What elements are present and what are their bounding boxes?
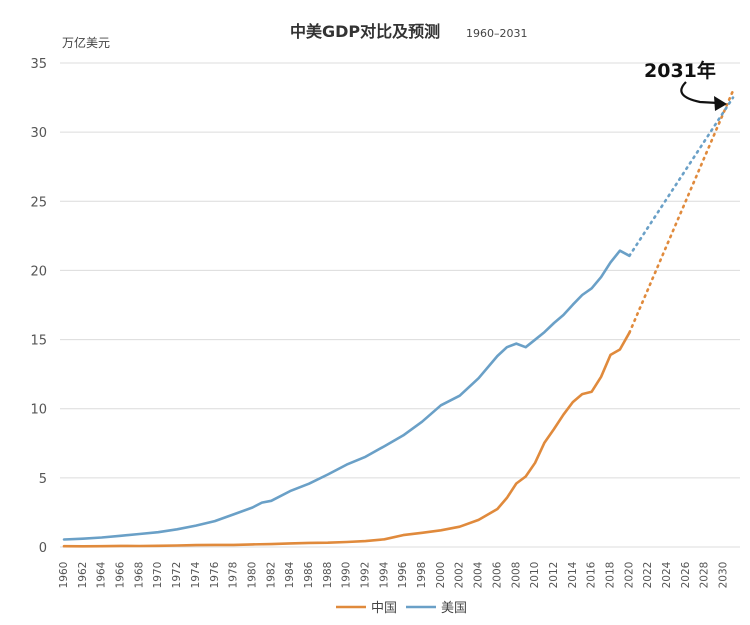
x-tick-label: 1964 (96, 561, 108, 588)
x-tick-label: 1966 (115, 561, 127, 588)
x-tick-label: 2006 (491, 561, 503, 588)
annotation-arrow-shaft (680, 81, 719, 105)
x-tick-label: 2008 (510, 562, 522, 589)
legend: 中国 美国 (336, 601, 467, 616)
axis-layer: 0 5 10 15 20 25 30 35 1960 1962 1964 1966 1968 1970 19… (30, 57, 729, 588)
x-tick-label: 1996 (397, 561, 409, 588)
legend-label-china: 中国 (371, 601, 397, 616)
y-tick-label: 5 (39, 472, 47, 487)
x-tick-label: 2022 (642, 562, 654, 589)
x-tick-label: 1962 (77, 562, 89, 589)
y-axis-unit-label: 万亿美元 (62, 35, 110, 50)
x-tick-label: 1980 (246, 562, 258, 589)
legend-label-usa: 美国 (441, 601, 467, 616)
legend-item-usa[interactable]: 美国 (406, 601, 467, 616)
x-tick-label: 1972 (171, 562, 183, 589)
x-tick-label: 1970 (152, 562, 164, 589)
x-tick-label: 2012 (548, 562, 560, 589)
x-tick-label: 1992 (360, 562, 372, 589)
series-layer (62, 89, 735, 548)
x-tick-label: 2028 (699, 562, 711, 589)
annotation-text: 2031年 (644, 59, 716, 82)
projection-line-china (628, 89, 735, 334)
x-tick-label: 1986 (303, 561, 315, 588)
x-tick-label: 1974 (190, 561, 202, 588)
x-tick-label: 1976 (209, 561, 221, 588)
y-tick-label: 10 (30, 403, 47, 418)
x-tick-label: 1994 (378, 561, 390, 588)
y-tick-label: 30 (30, 126, 47, 141)
annotation-2031: 2031年 (644, 59, 727, 111)
chart-subtitle: 1960–2031 (466, 27, 528, 40)
x-tick-label: 2020 (623, 562, 635, 589)
chart-title: 中美GDP对比及预测 (290, 22, 440, 41)
projection-line-usa (628, 96, 735, 258)
y-tick-label: 20 (30, 264, 47, 279)
x-tick-label: 1990 (341, 562, 353, 589)
y-tick-label: 0 (39, 541, 47, 556)
x-tick-label: 2002 (454, 562, 466, 589)
grid-layer (60, 62, 740, 548)
x-tick-label: 2004 (473, 561, 485, 588)
x-tick-label: 1988 (322, 562, 334, 589)
x-tick-label: 2018 (605, 562, 617, 589)
series-line-china[interactable] (62, 331, 631, 548)
x-tick-label: 2024 (661, 561, 673, 588)
x-tick-label: 2026 (680, 561, 692, 588)
x-tick-label: 1984 (284, 561, 296, 588)
x-tick-label: 2000 (435, 562, 447, 589)
x-tick-label: 2016 (586, 561, 598, 588)
x-tick-label: 2010 (529, 562, 541, 589)
x-tick-label: 1960 (58, 562, 70, 589)
annotation-arrow-head (714, 96, 727, 111)
y-tick-label: 15 (30, 334, 47, 349)
x-tick-label: 2030 (718, 562, 730, 589)
x-tick-label: 1982 (265, 562, 277, 589)
x-tick-label: 1978 (228, 562, 240, 589)
legend-item-china[interactable]: 中国 (336, 601, 397, 616)
x-tick-label: 1968 (133, 562, 145, 589)
y-tick-label: 25 (30, 195, 47, 210)
x-tick-label: 1998 (416, 562, 428, 589)
series-line-usa[interactable] (62, 249, 631, 541)
x-tick-label: 2014 (567, 561, 579, 588)
y-tick-label: 35 (30, 57, 47, 72)
